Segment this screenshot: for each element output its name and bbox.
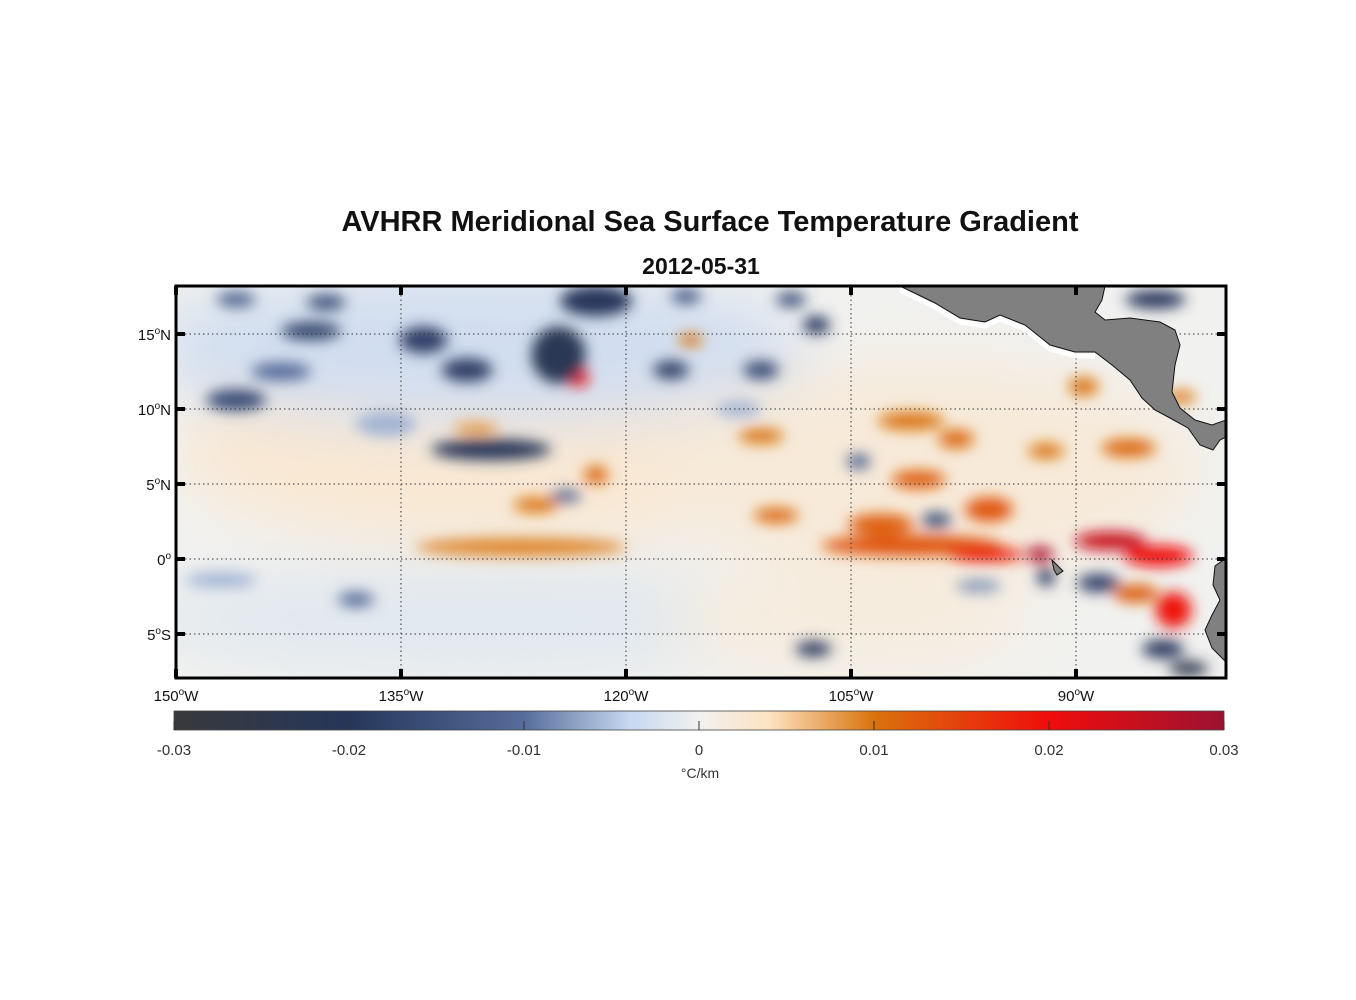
y-tick-label: 0o [157,551,171,569]
y-tick-label: 5oN [146,476,171,494]
gradient-feature [176,286,806,424]
gradient-feature [1074,532,1147,550]
x-tick-label: 150oW [154,687,200,705]
gradient-feature [1028,443,1064,459]
gradient-feature [453,422,499,435]
gradient-feature [776,292,806,307]
gradient-feature [738,428,784,444]
gradient-feature [1101,439,1156,457]
gradient-feature [551,490,581,502]
gradient-feature [948,547,1024,562]
gradient-feature [938,430,974,448]
gradient-feature [399,326,448,354]
chart-title: AVHRR Meridional Sea Surface Temperature… [341,206,1079,238]
coast-buffer [898,287,1095,359]
gradient-feature [356,412,416,436]
colorbar-tick-label: -0.01 [507,742,541,759]
map-area [176,286,1226,678]
gradient-feature [1124,545,1193,567]
gradient-feature [1142,640,1184,658]
gradient-feature [281,322,341,340]
y-tick-label: 15oN [138,326,171,344]
gradient-feature [206,389,266,411]
gradient-feature [921,512,952,528]
chart-subtitle: 2012-05-31 [642,253,760,279]
gradient-feature [795,641,832,657]
gradient-feature [584,466,608,484]
y-tick-label: 10oN [138,401,171,419]
gradient-feature [1169,661,1208,676]
gradient-feature [176,566,806,672]
gradient-feature [891,470,946,489]
gradient-feature [1068,377,1099,396]
gradient-feature [560,286,632,316]
gradient-feature [1077,574,1120,592]
galapagos-land [1051,558,1064,576]
colorbar-tick-label: 0.03 [1209,742,1238,759]
gradient-feature [513,497,559,513]
x-tick-label: 90oW [1058,687,1095,705]
x-tick-label: 120oW [604,687,650,705]
gradient-feature [965,497,1013,522]
gradient-feature [846,454,871,469]
colorbar-tick-label: 0.01 [859,742,888,759]
gradient-feature [416,538,626,556]
gradient-feature [306,295,346,310]
gradient-feature [216,292,256,307]
gradient-feature [656,364,1196,574]
gradient-feature [1155,592,1192,628]
gradient-feature [431,439,551,460]
x-tick-label: 135oW [379,687,425,705]
gradient-feature [753,508,799,523]
gradient-feature [878,412,944,430]
gradient-feature [1125,290,1186,309]
gradient-feature [956,580,1001,592]
colorbar-tick-label: -0.02 [332,742,366,759]
gradient-feature [185,572,257,588]
colorbar-tick-label: -0.03 [157,742,191,759]
x-tick-label: 105oW [829,687,875,705]
colorbar-tick-label: 0 [695,742,703,759]
colorbar-label: °C/km [681,765,719,781]
gradient-feature [338,592,374,607]
gradient-feature [803,316,830,334]
y-tick-label: 5oS [147,626,171,644]
gradient-feature [1037,568,1055,586]
central-america-land [899,286,1226,451]
gradient-feature [671,289,701,304]
gradient-feature [1113,584,1159,603]
gradient-feature [678,334,703,346]
gradient-feature [251,362,311,381]
colorbar-tick-label: 0.02 [1034,742,1063,759]
gradient-feature [441,358,493,382]
gradient-feature [1026,547,1054,562]
gradient-feature [743,361,779,379]
gradient-feature [848,514,914,535]
gradient-feature [531,326,586,384]
gradient-feature [653,361,689,379]
